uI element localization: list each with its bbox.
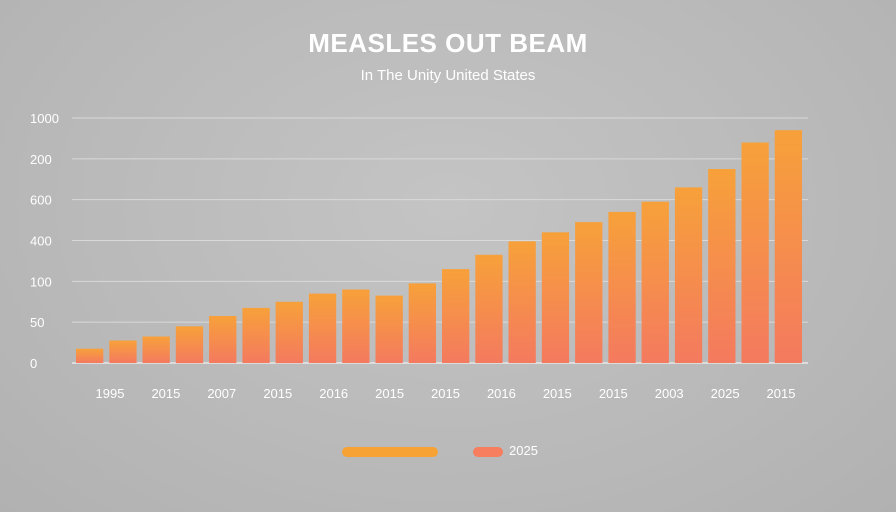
bar (308, 293, 337, 363)
y-tick-label: 1000 (30, 111, 59, 126)
x-tick-label: 2003 (655, 386, 684, 401)
x-tick-label: 2016 (319, 386, 348, 401)
bar (708, 169, 736, 363)
x-tick-label: 2015 (375, 386, 404, 401)
bar (674, 187, 703, 363)
bar (442, 269, 470, 363)
bar (641, 201, 669, 363)
x-tick-label: 2015 (767, 386, 796, 401)
bar (109, 340, 137, 363)
bar (375, 295, 403, 363)
bar (142, 336, 170, 363)
x-tick-label: 2015 (431, 386, 460, 401)
bar (76, 348, 104, 363)
x-tick-label: 2016 (487, 386, 516, 401)
x-tick-label: 2025 (711, 386, 740, 401)
y-tick-label: 200 (30, 152, 52, 167)
bar (242, 307, 270, 363)
x-tick-label: 2015 (543, 386, 572, 401)
y-tick-label: 600 (30, 193, 52, 208)
y-tick-label: 50 (30, 315, 44, 330)
bar (408, 283, 436, 363)
bar (475, 254, 503, 363)
bar (508, 241, 536, 363)
bar (209, 316, 237, 363)
y-tick-label: 400 (30, 234, 52, 249)
x-tick-label: 2015 (151, 386, 180, 401)
x-tick-label: 1995 (96, 386, 125, 401)
bar (608, 211, 636, 363)
x-tick-label: 2015 (599, 386, 628, 401)
bar (275, 301, 303, 364)
bar (541, 232, 570, 363)
y-tick-label: 0 (30, 356, 37, 371)
legend-swatch-coral (473, 447, 503, 457)
legend-label-1: 2025 (509, 443, 538, 458)
x-tick-label: 2015 (263, 386, 292, 401)
bar (175, 326, 204, 364)
bar (774, 130, 802, 363)
bar (575, 222, 603, 363)
legend-swatch-orange (342, 447, 438, 457)
chart-title: MEASLES OUT BEAM (308, 28, 588, 58)
y-tick-label: 100 (30, 274, 52, 289)
bar (342, 289, 370, 363)
chart-subtitle: In The Unity United States (360, 67, 536, 84)
x-tick-label: 2007 (207, 386, 236, 401)
legend: 2025 (0, 443, 896, 463)
bar (741, 142, 769, 363)
